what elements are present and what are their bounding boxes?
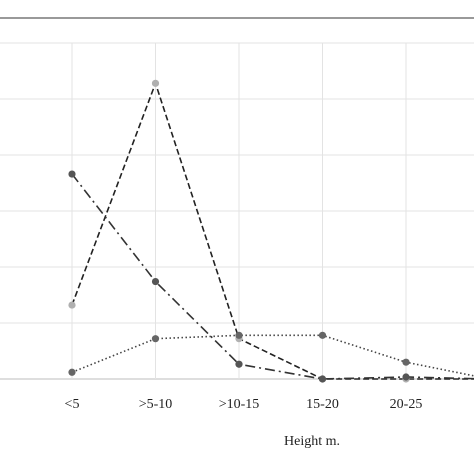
- data-point: [318, 375, 327, 383]
- series-line: [71, 173, 474, 380]
- data-point: [235, 331, 243, 339]
- data-point: [402, 358, 410, 366]
- x-tick-label: >5-10: [139, 397, 173, 412]
- series-2: [68, 170, 474, 383]
- x-tick-label: <5: [65, 397, 80, 412]
- grid-lines: [0, 42, 474, 380]
- data-point: [151, 277, 160, 286]
- series-3: [68, 331, 474, 377]
- data-point: [402, 373, 410, 381]
- x-tick-label: 15-20: [306, 397, 339, 412]
- x-tick-label: >10-15: [219, 397, 260, 412]
- series-1: [68, 79, 474, 383]
- data-point: [68, 301, 76, 309]
- data-point: [151, 335, 160, 343]
- data-point: [68, 170, 76, 178]
- data-point: [151, 79, 160, 87]
- x-axis-title: Height m.: [284, 434, 340, 449]
- data-point: [68, 368, 76, 376]
- x-tick-label: 20-25: [390, 397, 423, 412]
- data-point: [235, 360, 243, 368]
- series-line: [71, 334, 474, 377]
- series-line: [71, 80, 474, 380]
- series-lines: [68, 79, 474, 383]
- data-point: [318, 331, 327, 339]
